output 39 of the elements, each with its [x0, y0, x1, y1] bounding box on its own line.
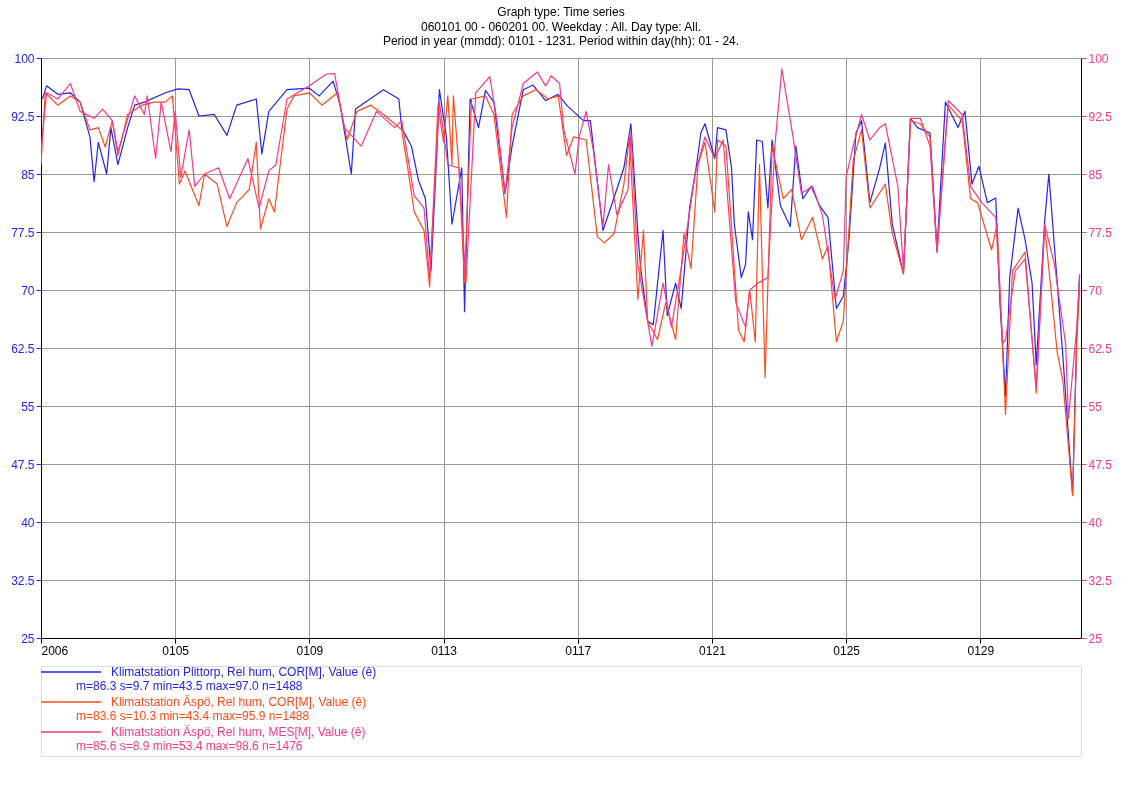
text: m=86.3 s=9.7 min=43.5 max=97.0 n=1488: [76, 679, 303, 693]
y2-tick-label: 100: [1088, 51, 1109, 66]
legend-label: Klimatstation Äspö, Rel hum, COR[M], Value (ê): [111, 695, 367, 709]
y-tick-label: 100: [14, 51, 35, 66]
y2-tick-label: 47.5: [1088, 457, 1113, 472]
y2-tick-label: 62.5: [1088, 341, 1113, 356]
x-tick-label: 0125: [833, 643, 861, 658]
y-tick-label: 85: [21, 167, 35, 182]
chart-title: Graph type: Time series: [497, 4, 625, 19]
y-tick-label: 77.5: [11, 225, 35, 240]
x-tick-label: 2006: [41, 643, 69, 658]
y2-tick-label: 25: [1088, 631, 1103, 646]
legend-label: Klimatstation Äspö, Rel hum, MES[M], Value (ê): [111, 725, 366, 739]
y2-tick-label: 55: [1088, 399, 1103, 414]
x-tick-label: 0129: [967, 643, 995, 658]
line-series: [41, 68, 1081, 419]
y-tick-label: 62.5: [11, 341, 35, 356]
y-tick-label: 25: [21, 631, 35, 646]
y-tick-label: 40: [21, 515, 35, 530]
x-tick-label: 0117: [565, 643, 592, 658]
x-tick-label: 0109: [296, 643, 324, 658]
chart-subtitle: 060101 00 - 060201 00. Weekday : All. Day type: All. Period in year (mmdd): 0101 - 1231. Period within day(hh): 01 - 24.: [382, 19, 740, 48]
y2-tick-label: 77.5: [1088, 225, 1113, 240]
y-tick-label: 70: [21, 283, 35, 298]
y-tick-label: 47.5: [11, 457, 35, 472]
y-tick-label: 32.5: [11, 573, 35, 588]
x-tick-label: 0121: [699, 643, 727, 658]
y-tick-label: 92.5: [11, 109, 35, 124]
text: m=85.6 s=8.9 min=53.4 max=98.6 n=1476: [76, 739, 303, 753]
y2-tick-label: 32.5: [1088, 573, 1113, 588]
legend-label: Klimatstation Plittorp, Rel hum, COR[M], Value (ê): [111, 665, 377, 679]
y2-tick-label: 70: [1088, 283, 1103, 298]
y2-tick-label: 85: [1088, 167, 1103, 182]
y2-tick-label: 40: [1088, 515, 1103, 530]
text: m=83.6 s=10.3 min=43.4 max=95.9 n=1488: [76, 709, 310, 723]
y-tick-label: 55: [21, 399, 35, 414]
x-tick-label: 0113: [431, 643, 458, 658]
y2-tick-label: 92.5: [1088, 109, 1113, 124]
x-tick-label: 0105: [162, 643, 190, 658]
